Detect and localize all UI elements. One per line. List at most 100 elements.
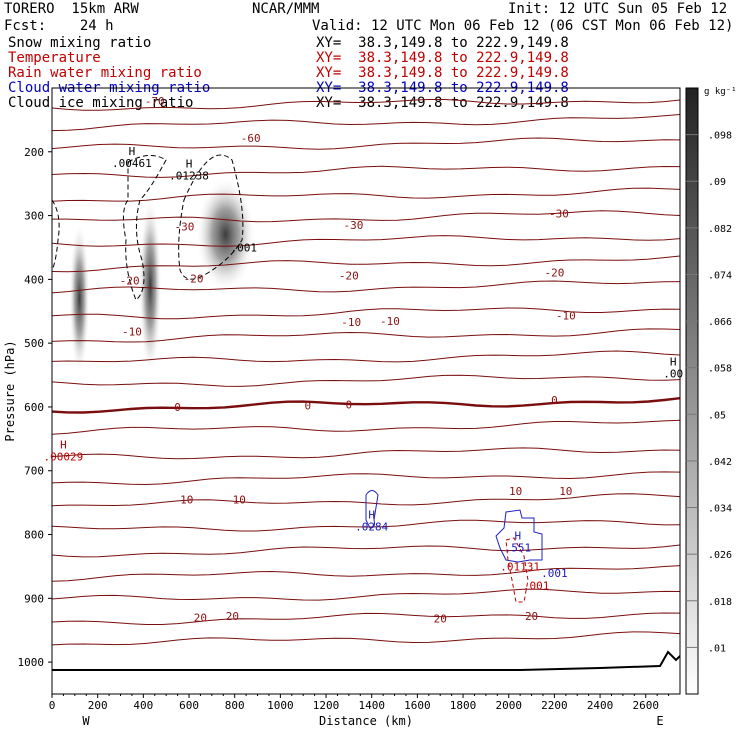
isotherm <box>52 631 680 646</box>
isotherm-label: -30 <box>344 219 364 232</box>
x-tick-label: 200 <box>88 699 108 712</box>
contour-value-label: -70 <box>145 95 165 108</box>
isotherm-label: 20 <box>226 610 239 623</box>
colorbar-tick-label: .058 <box>708 364 732 375</box>
y-tick-label: 800 <box>24 529 44 542</box>
isotherm-label: -30 <box>549 208 569 221</box>
isotherm <box>52 235 680 247</box>
extremum-value: .00461 <box>112 157 152 170</box>
field-name: Cloud water mixing ratio <box>8 80 211 96</box>
x-tick-label: 1800 <box>450 699 477 712</box>
y-tick-label: 700 <box>24 465 44 478</box>
y-tick-label: 400 <box>24 273 44 286</box>
init-time: Init: 12 UTC Sun 05 Feb 12 <box>508 1 728 17</box>
isotherm <box>52 519 680 532</box>
snow-contour <box>122 155 167 301</box>
extremum-marker: H <box>368 509 375 522</box>
isotherm-label: 0 <box>346 398 353 411</box>
x-tick-label: 2400 <box>587 699 614 712</box>
extremum-marker: H <box>670 355 677 368</box>
contour-value-label: .001 <box>523 580 550 593</box>
isotherm <box>52 588 680 601</box>
x-tick-label: 0 <box>49 699 56 712</box>
extremum-value: .00 <box>663 367 683 380</box>
x-tick-label: 1000 <box>267 699 294 712</box>
isotherm-label: -30 <box>175 220 195 233</box>
extremum-value: .551 <box>505 542 532 555</box>
isotherm <box>52 280 680 294</box>
isotherm-label: 20 <box>194 611 207 624</box>
isotherm <box>52 397 680 414</box>
isotherm <box>52 187 680 202</box>
x-tick-label: 2200 <box>541 699 568 712</box>
isotherm <box>52 350 680 363</box>
field-name: Snow mixing ratio <box>8 35 152 51</box>
isotherm-label: 20 <box>434 613 447 626</box>
snow-shading <box>138 196 162 376</box>
isotherm <box>52 419 680 435</box>
snow-contour <box>178 154 244 280</box>
cloud-water-contour <box>365 490 379 529</box>
x-tick-label: 800 <box>225 699 245 712</box>
x-tick-label: 2000 <box>495 699 522 712</box>
valid-time: Valid: 12 UTC Mon 06 Feb 12 (06 CST Mon … <box>312 18 734 34</box>
y-tick-label: 300 <box>24 210 44 223</box>
extremum-value: .01238 <box>169 170 209 183</box>
org-label: NCAR/MMM <box>252 1 320 17</box>
colorbar-unit: g kg⁻¹ <box>704 87 737 97</box>
isotherm-label: 20 <box>525 610 538 623</box>
isotherm-label: -20 <box>184 273 204 286</box>
isotherm-label: -10 <box>122 326 142 339</box>
colorbar-tick-label: .042 <box>708 457 732 468</box>
isotherm-label: -10 <box>380 315 400 328</box>
cloud-water-contour <box>495 509 543 563</box>
isotherm <box>52 307 680 320</box>
isotherm <box>52 99 680 111</box>
isotherm-label: 10 <box>233 493 246 506</box>
isotherm <box>52 544 680 558</box>
field-xy: XY= 38.3,149.8 to 222.9,149.8 <box>316 95 569 111</box>
isotherm-label: 0 <box>551 394 558 407</box>
colorbar-tick-label: .034 <box>708 504 732 515</box>
extremum-marker: H <box>515 530 522 543</box>
isotherm <box>52 565 680 582</box>
field-name: Rain water mixing ratio <box>8 65 202 81</box>
y-tick-label: 200 <box>24 146 44 159</box>
isotherm <box>52 328 680 343</box>
isotherm <box>52 114 680 132</box>
colorbar <box>685 87 699 695</box>
extremum-marker: H <box>60 438 67 451</box>
extremum-marker: H <box>186 158 193 171</box>
isotherm-label: -60 <box>241 132 261 145</box>
y-tick-label: 1000 <box>18 656 45 669</box>
isotherm <box>52 255 680 273</box>
y-tick-label: 500 <box>24 337 44 350</box>
isotherm-label: 10 <box>509 485 522 498</box>
x-tick-label: 600 <box>179 699 199 712</box>
isotherm-label: 0 <box>304 400 311 413</box>
colorbar-tick-label: .05 <box>708 410 726 421</box>
snow-shading <box>69 221 90 376</box>
colorbar-tick-label: .018 <box>708 597 732 608</box>
y-tick-label: 900 <box>24 592 44 605</box>
east-label: E <box>656 714 663 728</box>
forecast-hour: Fcst: 24 h <box>4 18 114 34</box>
model-title: TORERO 15km ARW <box>4 1 139 17</box>
x-tick-label: 2600 <box>632 699 659 712</box>
isotherm-label: -10 <box>556 310 576 323</box>
colorbar-tick-label: .098 <box>708 131 732 142</box>
colorbar-tick-label: .082 <box>708 224 732 235</box>
colorbar-tick-label: .01 <box>708 643 726 654</box>
x-tick-label: 400 <box>133 699 153 712</box>
isotherm-label: -20 <box>120 275 140 288</box>
extremum-value: .00029 <box>44 450 84 463</box>
isotherm-label: 10 <box>180 493 193 506</box>
plot-frame <box>51 87 681 695</box>
field-name: Cloud ice mixing ratio <box>8 95 194 111</box>
colorbar-tick-label: .09 <box>708 177 726 188</box>
isotherm-label: -20 <box>339 270 359 283</box>
x-tick-label: 1600 <box>404 699 431 712</box>
isotherm-label: 10 <box>559 485 572 498</box>
isotherm <box>52 137 680 150</box>
